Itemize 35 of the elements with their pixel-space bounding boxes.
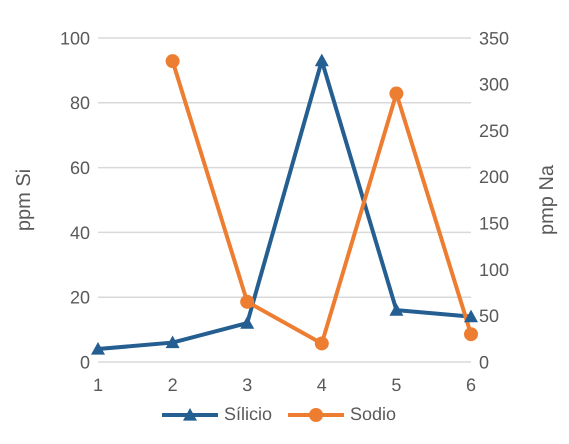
y2-tick-label: 250 bbox=[479, 120, 510, 141]
point bbox=[240, 316, 254, 329]
x-tick-label: 2 bbox=[168, 374, 178, 395]
point bbox=[314, 54, 329, 66]
y-tick-label: 60 bbox=[70, 158, 90, 178]
y-tick-label: 20 bbox=[70, 288, 90, 308]
x-tick-label: 6 bbox=[466, 374, 476, 395]
y2-tick-label: 300 bbox=[479, 74, 510, 95]
x-tick-label: 1 bbox=[92, 374, 104, 395]
point bbox=[240, 294, 254, 309]
y2-tick-label: 50 bbox=[479, 306, 500, 326]
legend-label: Sílicio bbox=[224, 404, 272, 425]
point bbox=[166, 336, 180, 348]
point bbox=[389, 86, 404, 101]
y2-tick-label: 200 bbox=[479, 167, 510, 188]
y-axis-title: ppm Si bbox=[13, 168, 36, 232]
y2-tick-label: 350 bbox=[479, 28, 510, 48]
legend-label: Sodio bbox=[350, 404, 396, 425]
y2-tick-label: 100 bbox=[479, 260, 510, 280]
x-tick-label: 4 bbox=[316, 374, 327, 395]
y-tick-label: 100 bbox=[60, 28, 90, 48]
x-tick-label: 3 bbox=[242, 374, 252, 395]
point bbox=[389, 303, 404, 316]
y-tick-label: 80 bbox=[70, 93, 90, 114]
y2-tick-label: 0 bbox=[479, 352, 490, 372]
point bbox=[91, 342, 105, 355]
point bbox=[314, 336, 329, 350]
point bbox=[166, 54, 180, 68]
y2-axis-title: pmp Na bbox=[536, 164, 558, 236]
point bbox=[464, 310, 478, 322]
y-tick-label: 40 bbox=[70, 222, 90, 243]
x-tick-label: 5 bbox=[391, 374, 402, 395]
y-tick-label: 0 bbox=[80, 352, 90, 372]
y2-tick-label: 150 bbox=[479, 214, 510, 234]
point bbox=[464, 327, 478, 342]
